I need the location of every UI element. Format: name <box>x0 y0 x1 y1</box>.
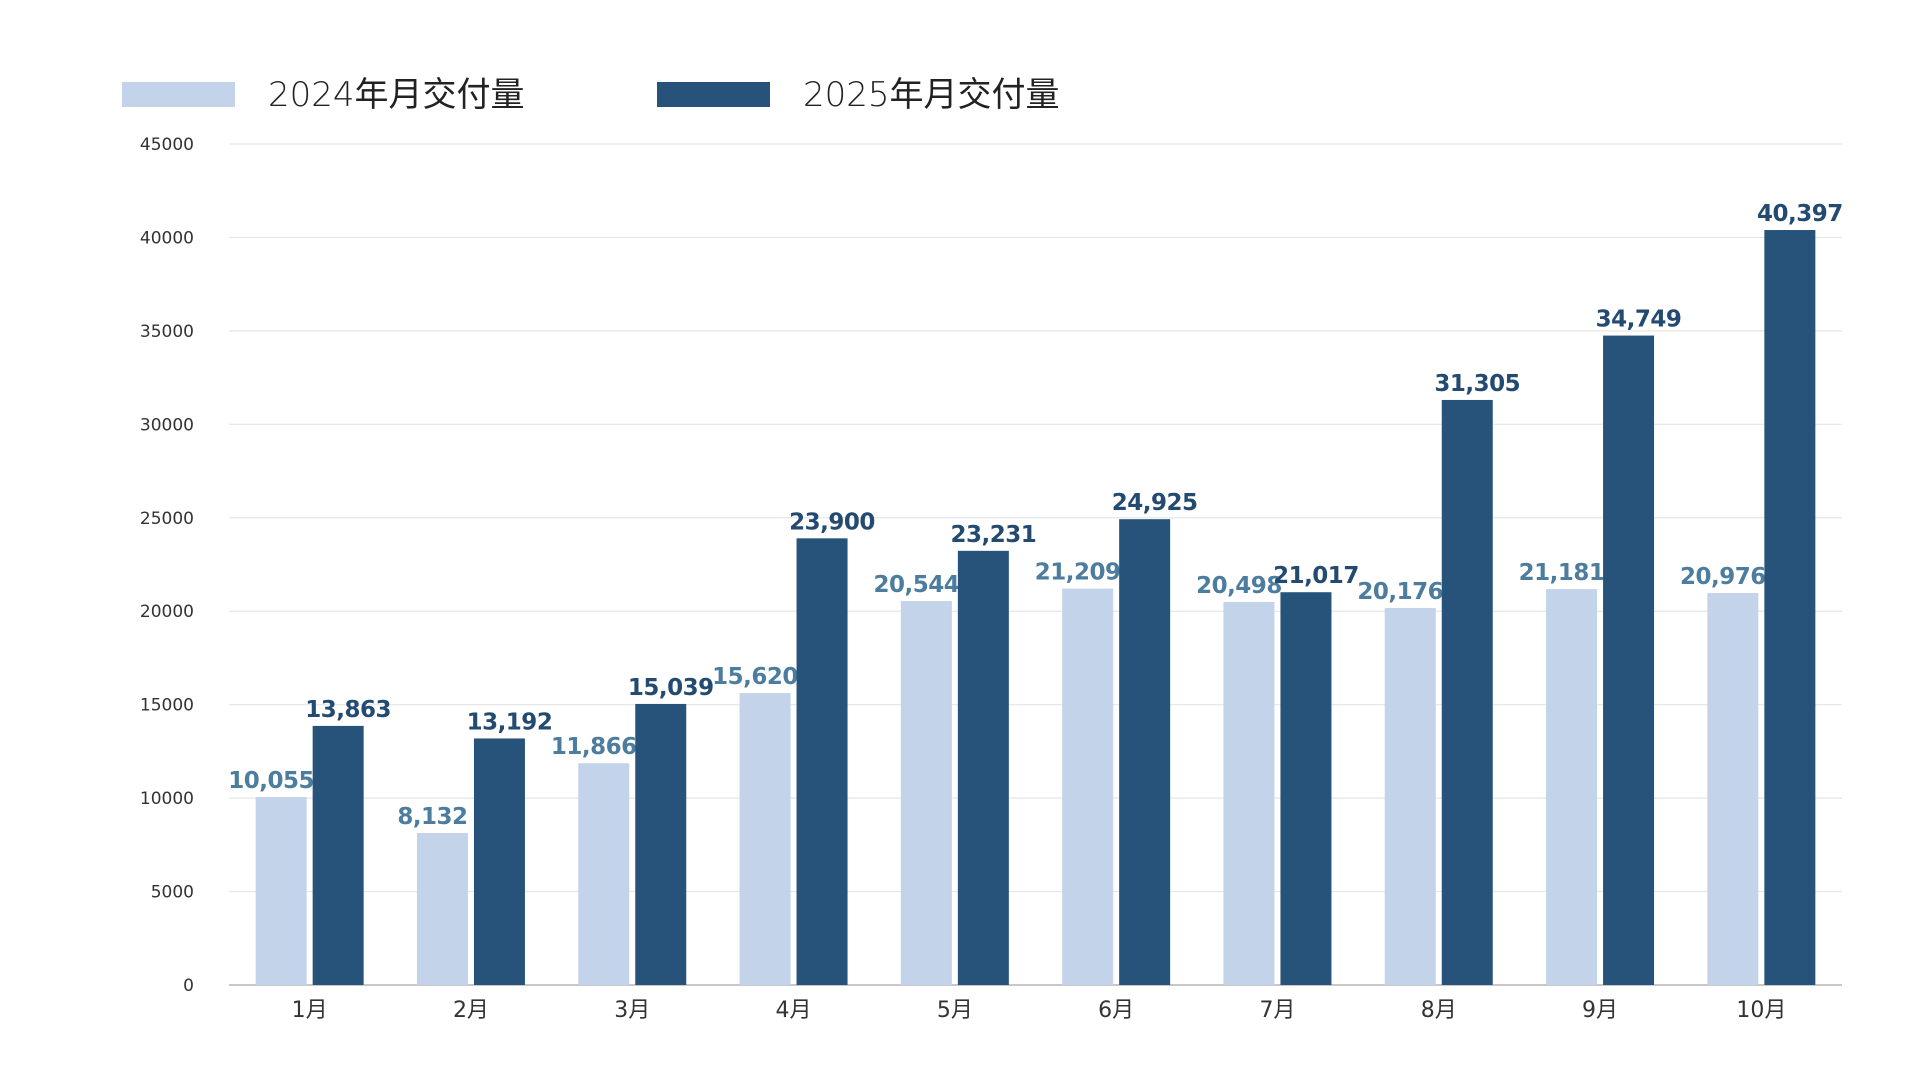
data-label: 21,181 <box>1519 560 1605 586</box>
legend-label: 2025年月交付量 <box>803 75 1060 115</box>
y-tick-label: 30000 <box>140 415 194 435</box>
data-label: 23,900 <box>789 509 875 535</box>
legend-label: 2024年月交付量 <box>268 75 525 115</box>
x-tick-label: 4月 <box>776 998 812 1023</box>
bar-2025 <box>1764 230 1816 985</box>
x-tick-label: 1月 <box>292 998 328 1023</box>
data-label: 20,498 <box>1196 573 1282 599</box>
data-label: 8,132 <box>397 804 467 830</box>
y-tick-label: 25000 <box>140 509 194 529</box>
x-tick-label: 8月 <box>1421 998 1457 1023</box>
data-label: 40,397 <box>1757 201 1843 227</box>
bar-2025 <box>473 738 525 985</box>
y-tick-label: 35000 <box>140 322 194 342</box>
data-label: 20,176 <box>1357 579 1443 605</box>
x-tick-label: 7月 <box>1259 998 1295 1023</box>
y-tick-label: 15000 <box>140 696 194 716</box>
data-label: 31,305 <box>1434 371 1520 397</box>
x-tick-label: 2月 <box>453 998 489 1023</box>
data-label: 10,055 <box>228 768 314 794</box>
bar-2024 <box>1384 607 1436 985</box>
data-label: 21,209 <box>1035 560 1121 586</box>
data-label: 13,863 <box>305 697 391 723</box>
bar-2024 <box>739 693 791 985</box>
bar-2025 <box>312 725 364 985</box>
bar-2025 <box>635 703 687 985</box>
bar-2025 <box>1280 592 1332 985</box>
bar-2025 <box>796 538 848 985</box>
x-tick-label: 10月 <box>1736 998 1786 1023</box>
bar-2024 <box>1546 589 1598 985</box>
bar-2024 <box>416 833 468 985</box>
data-label: 20,976 <box>1680 564 1766 590</box>
data-label: 23,231 <box>950 522 1036 548</box>
x-tick-label: 9月 <box>1582 998 1618 1023</box>
bar-2024 <box>1223 601 1275 985</box>
legend-swatch <box>657 82 770 107</box>
data-label: 15,620 <box>712 664 798 690</box>
data-label: 34,749 <box>1596 307 1682 333</box>
y-tick-label: 0 <box>183 976 194 996</box>
bar-2024 <box>578 763 630 985</box>
bar-2024 <box>1707 592 1759 985</box>
data-label: 15,039 <box>628 675 714 701</box>
data-label: 11,866 <box>551 734 637 760</box>
y-tick-label: 5000 <box>151 883 194 903</box>
x-tick-label: 6月 <box>1098 998 1134 1023</box>
data-label: 13,192 <box>467 709 553 735</box>
bar-2025 <box>1119 519 1171 985</box>
bar-2025 <box>957 550 1009 985</box>
y-tick-label: 10000 <box>140 789 194 809</box>
data-label: 24,925 <box>1112 490 1198 516</box>
bar-2025 <box>1603 335 1655 985</box>
bar-2024 <box>900 601 952 985</box>
y-tick-label: 20000 <box>140 602 194 622</box>
bar-2025 <box>1441 399 1493 985</box>
x-tick-label: 3月 <box>614 998 650 1023</box>
data-label: 21,017 <box>1273 563 1359 589</box>
data-label: 20,544 <box>873 572 959 598</box>
y-tick-label: 40000 <box>140 228 194 248</box>
bar-2024 <box>255 797 307 985</box>
legend-swatch <box>122 82 235 107</box>
y-tick-label: 45000 <box>140 135 194 155</box>
bar-2024 <box>1062 588 1114 985</box>
x-tick-label: 5月 <box>937 998 973 1023</box>
